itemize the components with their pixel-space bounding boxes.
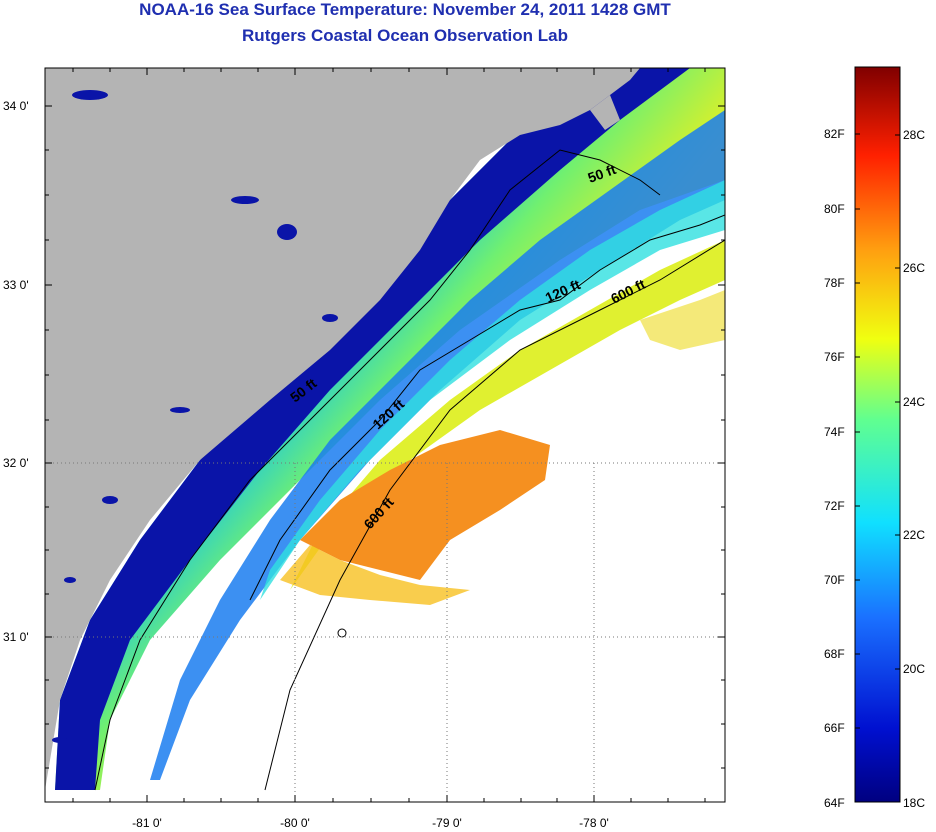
inlets <box>52 90 338 743</box>
colorbar-c-20: 20C <box>903 662 926 676</box>
map-title: NOAA-16 Sea Surface Temperature: Novembe… <box>139 0 671 19</box>
sst-warm-edge <box>280 545 470 605</box>
axis-ticks <box>45 68 725 802</box>
colorbar <box>854 66 901 803</box>
lat-label-32: 32 0' <box>3 456 29 470</box>
lon-label-79: -79 0' <box>432 816 462 830</box>
colorbar-c-22: 22C <box>903 528 926 542</box>
colorbar-c-26: 26C <box>903 261 926 275</box>
colorbar-ticks <box>855 133 900 729</box>
land-mass <box>45 68 640 790</box>
sst-warm-patch <box>300 430 550 580</box>
colorbar-c-28: 28C <box>903 128 926 142</box>
colorbar-f-82: 82F <box>824 127 845 141</box>
isobath-50ft <box>94 149 661 791</box>
isobaths <box>94 149 725 791</box>
map-frame <box>44 67 726 803</box>
lat-label-31: 31 0' <box>3 630 29 644</box>
colorbar-f-70: 70F <box>824 573 845 587</box>
graticule <box>45 462 725 802</box>
colorbar-f-74: 74F <box>824 425 845 439</box>
sst-yellow <box>290 240 725 590</box>
sst-teal <box>260 180 725 600</box>
colorbar-c-18: 18C <box>903 796 926 810</box>
colorbar-f-72: 72F <box>824 499 845 513</box>
colorbar-f-68: 68F <box>824 647 845 661</box>
sst-warm-east <box>640 290 725 350</box>
land-cape <box>590 95 620 130</box>
colorbar-f-66: 66F <box>824 721 845 735</box>
lat-label-33: 33 0' <box>3 278 29 292</box>
lon-label-81: -81 0' <box>132 816 162 830</box>
map-subtitle: Rutgers Coastal Ocean Observation Lab <box>242 26 568 45</box>
colorbar-c-24: 24C <box>903 395 926 409</box>
lon-label-80: -80 0' <box>280 816 310 830</box>
lat-label-34: 34 0' <box>3 99 29 113</box>
colorbar-f-78: 78F <box>824 276 845 290</box>
isobath-600ft <box>264 239 725 791</box>
colorbar-f-64: 64F <box>824 796 845 810</box>
colorbar-f-80: 80F <box>824 202 845 216</box>
isobath-120ft <box>249 214 725 601</box>
lon-label-78: -78 0' <box>579 816 609 830</box>
colorbar-f-76: 76F <box>824 350 845 364</box>
